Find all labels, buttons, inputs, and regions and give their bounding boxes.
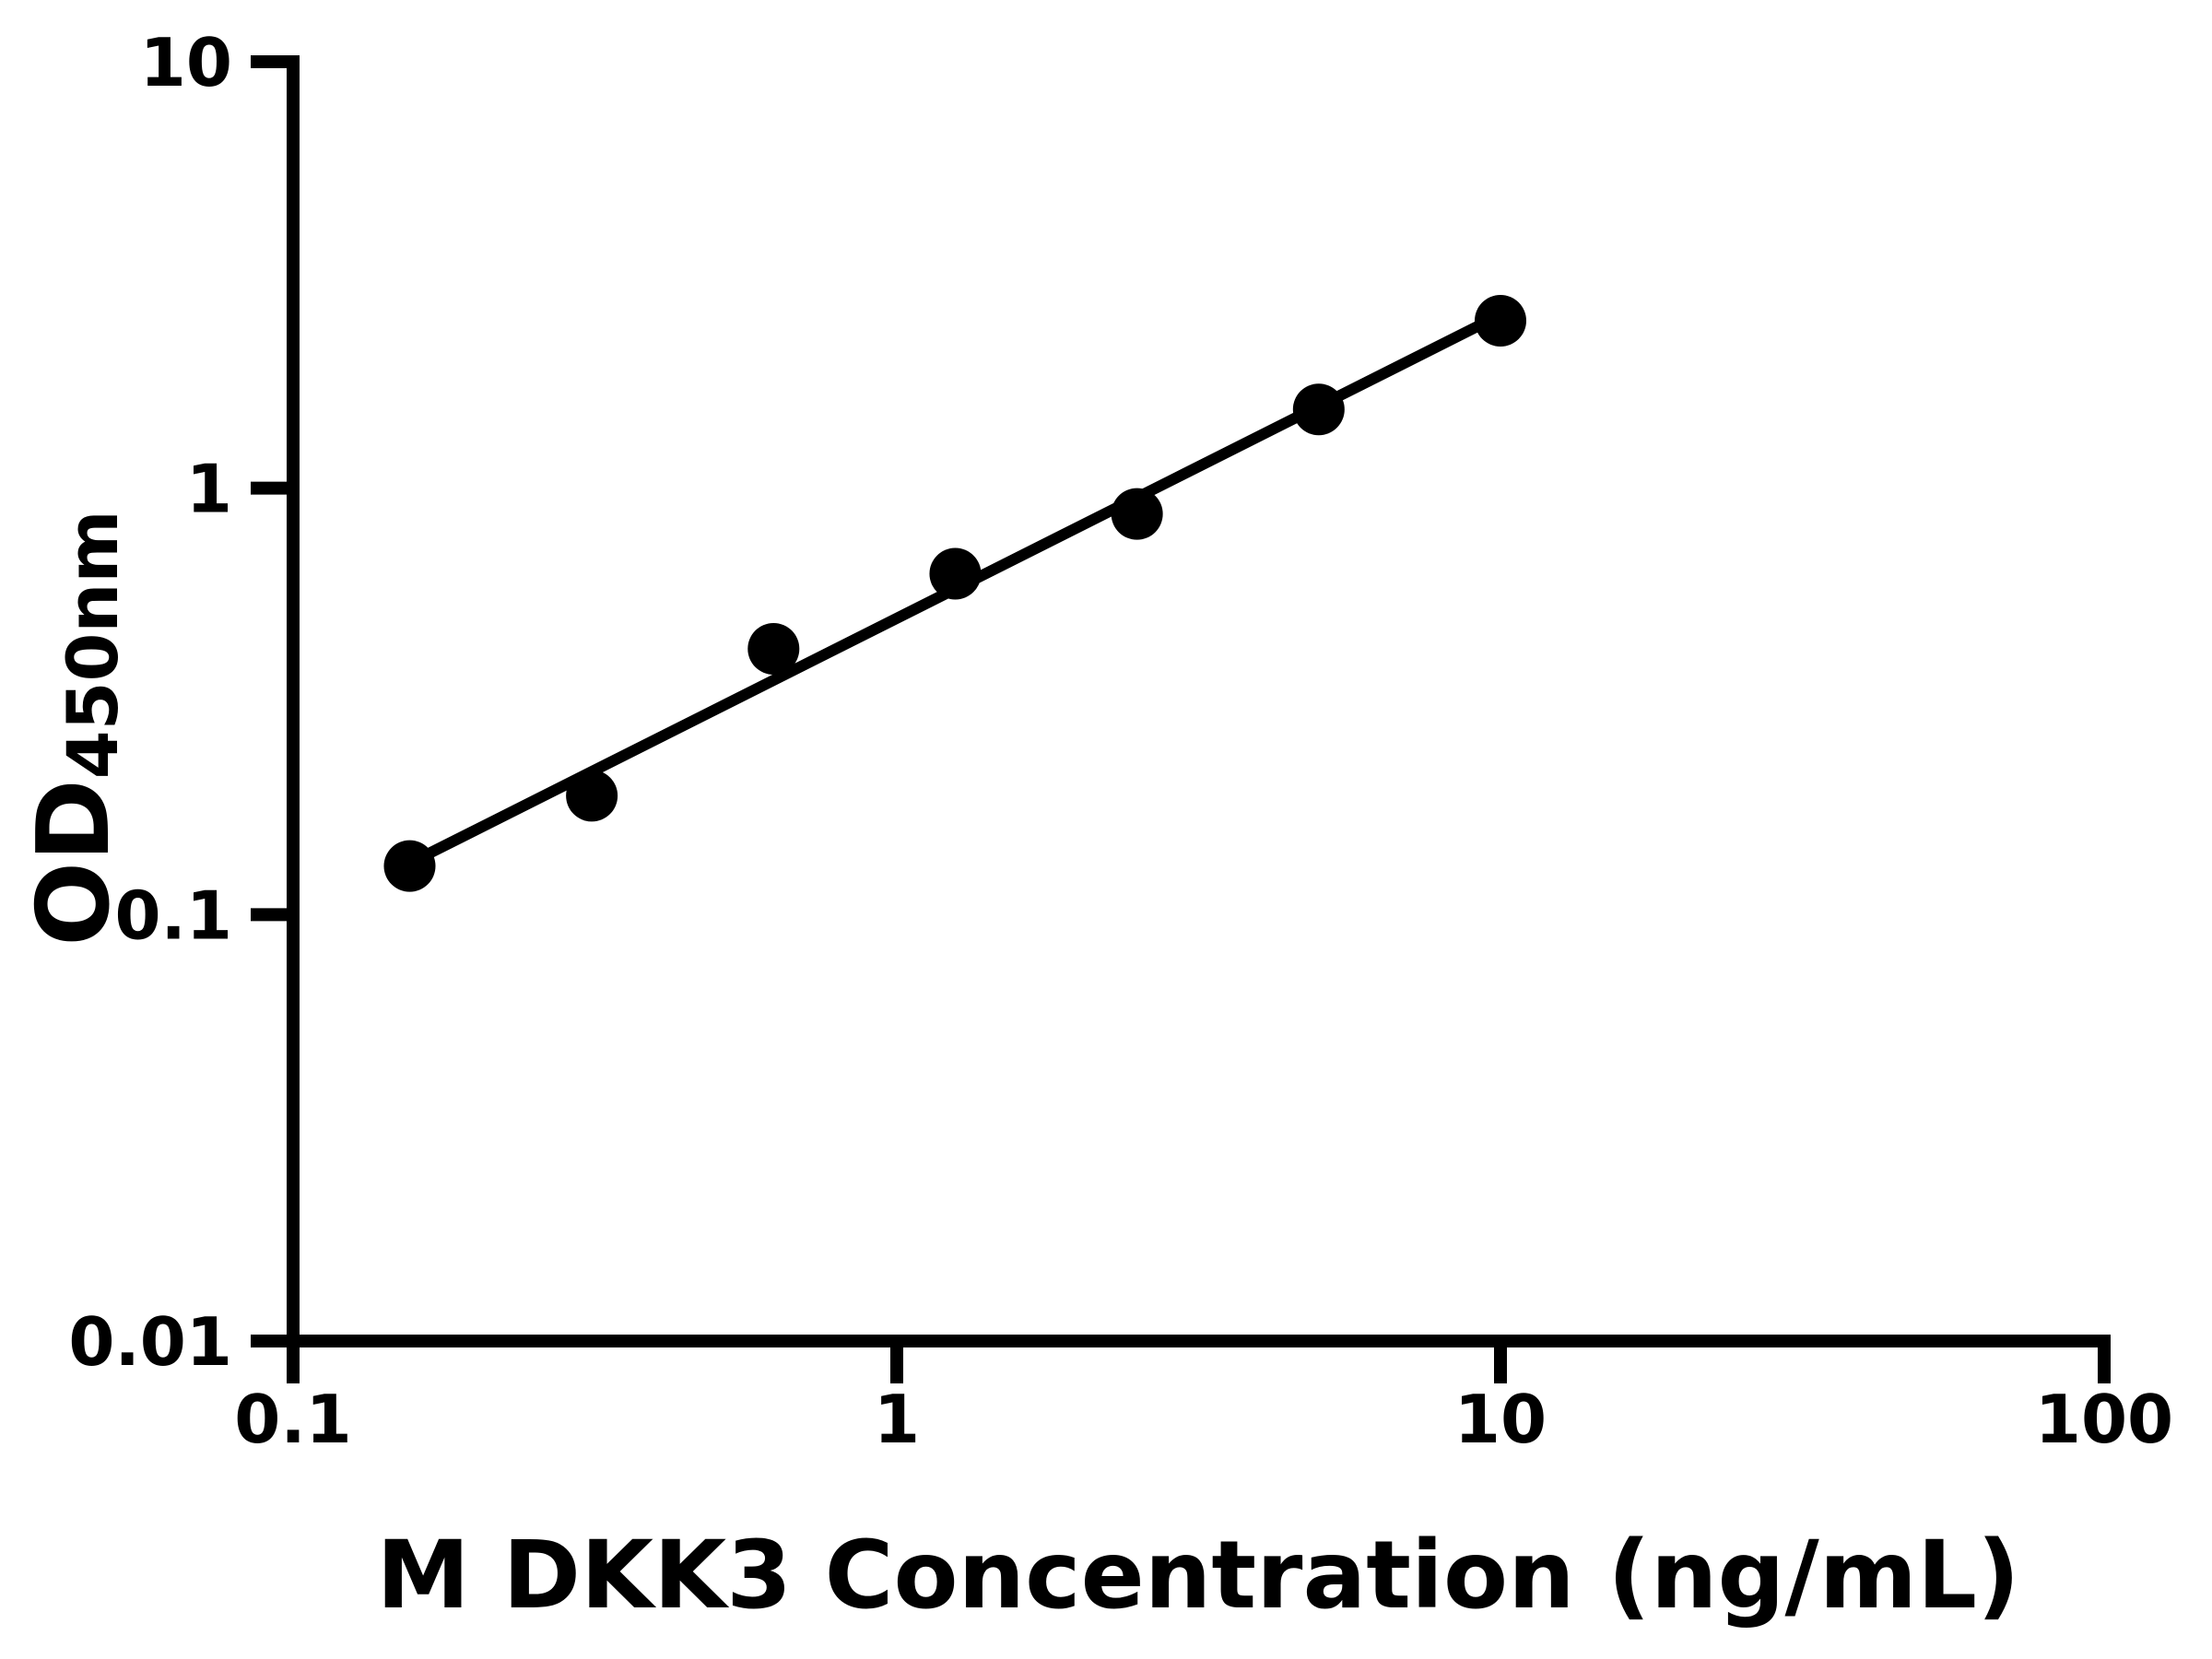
y-axis-title-sub: 450nm [52,510,134,779]
x-tick-labels-group: 0.1 1 10 100 [234,1381,2173,1458]
x-axis-title: M DKK3 Concentration (ng/mL) [376,1521,2019,1630]
y-tick-label: 0.01 [68,1303,232,1381]
data-point [1111,488,1163,540]
y-axis-title: OD450nm [17,510,134,946]
x-tick-label: 10 [1454,1381,1547,1458]
data-point [566,770,618,822]
y-ticks-group [251,55,293,922]
y-tick-label: 10 [140,24,232,101]
data-point [747,622,800,675]
data-point [929,547,982,600]
y-tick-label: 1 [186,451,232,528]
x-tick-label: 0.1 [234,1381,352,1458]
data-point [1475,294,1526,347]
data-points-group [383,294,1526,892]
x-tick-label: 100 [2035,1381,2173,1458]
y-tick-label: 0.1 [114,877,232,954]
y-axis-title-main: OD [17,779,132,946]
x-tick-label: 1 [874,1381,920,1458]
data-point [383,840,436,892]
y-tick-labels-group: 0.01 0.1 1 10 [68,24,232,1381]
x-ticks-group [890,1341,2111,1383]
data-point [1292,383,1345,436]
